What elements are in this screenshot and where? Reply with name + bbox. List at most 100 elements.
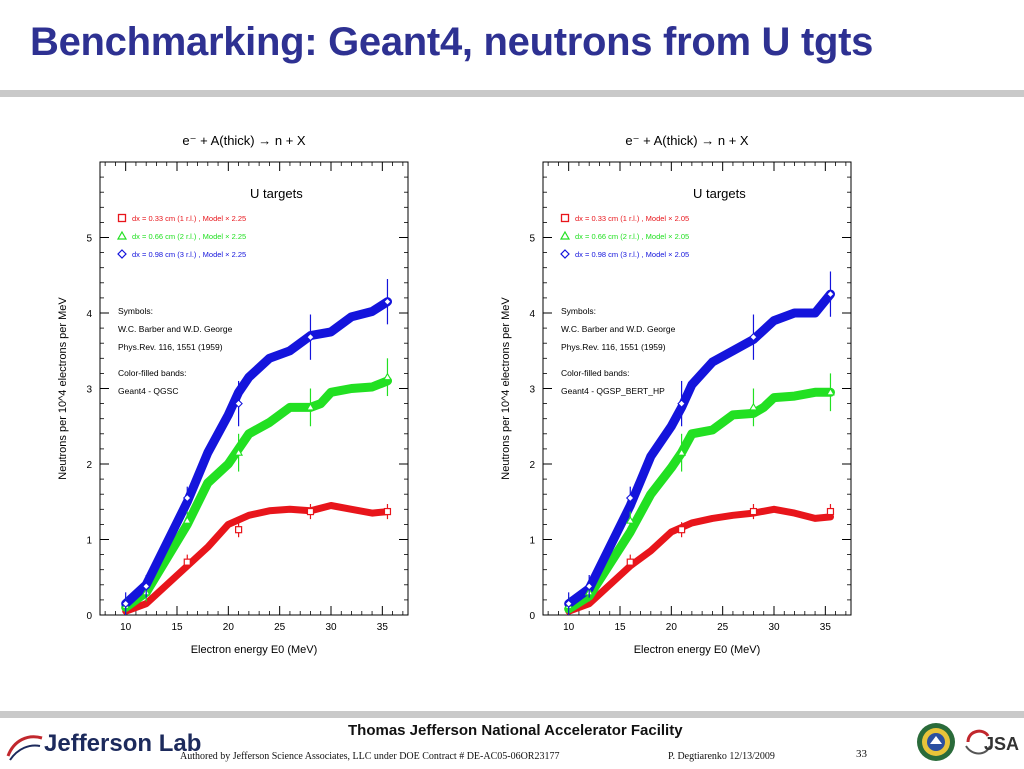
jsa-logo-text: JSA <box>984 734 1019 754</box>
jsa-logo: JSA <box>965 729 1019 755</box>
data-point-diamond <box>584 582 594 591</box>
chart-note: Color-filled bands: <box>118 368 187 378</box>
data-point-diamond <box>749 332 758 342</box>
green-model-band <box>121 376 392 612</box>
x-tick-label: 20 <box>666 622 678 633</box>
data-point-diamond <box>677 399 686 408</box>
blue-model-band <box>564 289 835 609</box>
data-point-triangle <box>306 402 315 411</box>
y-tick-label: 3 <box>529 385 535 396</box>
y-tick-label: 5 <box>529 234 535 245</box>
chart-note: Symbols: <box>561 306 596 316</box>
chart-note: Symbols: <box>118 306 153 316</box>
jefferson-lab-logo: Jefferson Lab <box>4 730 201 764</box>
x-tick-label: 15 <box>171 622 183 633</box>
y-tick-label: 2 <box>86 460 92 471</box>
legend-label: dx = 0.66 cm (2 r.l.) , Model × 2.05 <box>575 232 689 241</box>
legend-square-icon <box>560 213 570 223</box>
author-date: P. Degtiarenko 12/13/2009 <box>668 751 775 762</box>
chart-note: W.C. Barber and W.D. George <box>118 324 233 334</box>
data-point-triangle <box>826 387 835 396</box>
data-point-triangle <box>677 448 687 456</box>
legend-label: dx = 0.98 cm (3 r.l.) , Model × 2.25 <box>132 250 246 259</box>
legend-label: dx = 0.98 cm (3 r.l.) , Model × 2.05 <box>575 250 689 259</box>
footer-divider <box>0 711 1024 718</box>
y-tick-label: 3 <box>86 385 92 396</box>
chart-title: e⁻ + A(thick) → n + X <box>625 133 749 148</box>
x-axis-label: Electron energy E0 (MeV) <box>191 644 318 656</box>
jefferson-lab-logo-text: Jefferson Lab <box>44 730 202 757</box>
data-point-diamond <box>182 493 192 503</box>
data-point-square <box>235 526 243 534</box>
chart-title: e⁻ + A(thick) → n + X <box>182 133 306 148</box>
legend-label: dx = 0.33 cm (1 r.l.) , Model × 2.25 <box>132 214 246 223</box>
x-tick-label: 35 <box>820 622 832 633</box>
neutron-yield-chart-qgsp-bert-hp: 10 15 20 25 30 35 0 1 2 3 4 5 e⁻ + A(thick) → n + X U… <box>500 133 852 656</box>
slide-title: Benchmarking: Geant4, neutrons from U tg… <box>30 20 874 64</box>
data-point-triangle <box>182 516 192 524</box>
x-tick-label: 10 <box>120 622 132 633</box>
data-point-square <box>749 507 758 516</box>
data-point-diamond <box>306 332 315 342</box>
legend-triangle-icon <box>559 230 571 240</box>
blue-model-band <box>121 297 392 609</box>
facility-name: Thomas Jefferson National Accelerator Fa… <box>348 722 683 739</box>
title-divider <box>0 90 1024 97</box>
chart-note: Geant4 - QGSC <box>118 386 178 396</box>
data-point-square <box>383 507 392 516</box>
neutron-yield-chart-qgsc: 10 15 20 25 30 35 0 1 2 3 4 5 e⁻ + A(thick) → n + X U… <box>57 133 409 656</box>
legend-diamond-icon <box>117 249 127 259</box>
x-tick-label: 25 <box>717 622 729 633</box>
x-axis-label: Electron energy E0 (MeV) <box>634 644 761 656</box>
data-point-triangle <box>383 372 392 381</box>
y-tick-label: 4 <box>86 309 92 320</box>
x-tick-label: 20 <box>223 622 235 633</box>
data-point-square <box>306 507 315 516</box>
data-point-diamond <box>564 599 573 608</box>
legend-triangle-icon <box>116 230 128 240</box>
data-point-diamond <box>234 399 243 408</box>
y-tick-label: 0 <box>529 611 535 622</box>
data-point-square <box>678 526 686 534</box>
green-model-band <box>564 387 835 614</box>
x-tick-label: 25 <box>274 622 286 633</box>
chart-note: Phys.Rev. 116, 1551 (1959) <box>561 342 666 352</box>
data-point-diamond <box>383 297 392 306</box>
panel-label: U targets <box>693 186 746 201</box>
data-point-square <box>626 558 634 566</box>
data-point-square <box>183 558 191 566</box>
legend-label: dx = 0.66 cm (2 r.l.) , Model × 2.25 <box>132 232 246 241</box>
data-point-triangle <box>749 402 758 411</box>
data-point-square <box>826 507 835 516</box>
data-point-triangle <box>234 448 244 456</box>
data-point-diamond <box>141 582 151 591</box>
authored-by-text: Authored by Jefferson Science Associates… <box>180 751 560 762</box>
chart-note: Geant4 - QGSP_BERT_HP <box>561 386 665 396</box>
jefferson-lab-swoosh-icon <box>6 735 43 761</box>
chart-note: Phys.Rev. 116, 1551 (1959) <box>118 342 223 352</box>
data-point-diamond <box>625 493 635 503</box>
legend-label: dx = 0.33 cm (1 r.l.) , Model × 2.05 <box>575 214 689 223</box>
y-tick-label: 4 <box>529 309 535 320</box>
data-point-diamond <box>121 599 130 608</box>
panel-label: U targets <box>250 186 303 201</box>
y-tick-label: 5 <box>86 234 92 245</box>
page-number: 33 <box>856 748 867 760</box>
x-tick-label: 35 <box>377 622 389 633</box>
legend-diamond-icon <box>560 249 570 259</box>
y-tick-label: 0 <box>86 611 92 622</box>
y-tick-label: 1 <box>86 536 92 547</box>
chart-note: W.C. Barber and W.D. George <box>561 324 676 334</box>
y-axis-label: Neutrons per 10^4 electrons per MeV <box>500 297 512 480</box>
chart-note: Color-filled bands: <box>561 368 630 378</box>
x-tick-label: 30 <box>768 622 780 633</box>
doe-seal-icon <box>917 723 955 761</box>
y-axis-label: Neutrons per 10^4 electrons per MeV <box>57 297 69 480</box>
data-point-diamond <box>826 289 835 299</box>
y-tick-label: 1 <box>529 536 535 547</box>
data-point-triangle <box>625 516 635 524</box>
x-tick-label: 30 <box>325 622 337 633</box>
x-tick-label: 10 <box>563 622 575 633</box>
legend-square-icon <box>117 213 127 223</box>
y-tick-label: 2 <box>529 460 535 471</box>
